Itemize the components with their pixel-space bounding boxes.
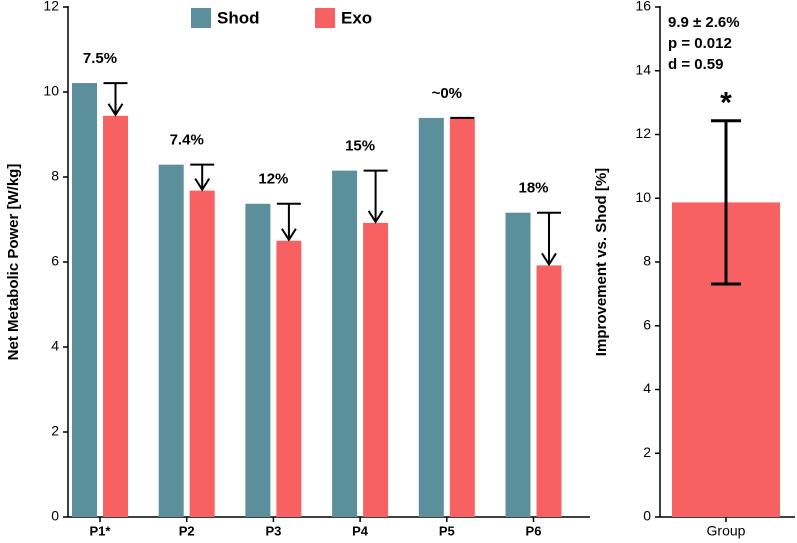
- bar: [332, 170, 358, 517]
- stats-annotation: 9.9 ± 2.6%: [668, 14, 740, 31]
- x-tick-label: P6: [526, 523, 542, 538]
- y-tick-label: 2: [643, 444, 651, 460]
- improvement-label: 7.4%: [170, 132, 204, 149]
- y-tick-label: 12: [635, 125, 651, 141]
- x-tick-label: Group: [707, 523, 746, 539]
- x-tick-label: P3: [265, 523, 281, 538]
- y-tick-label: 2: [51, 423, 59, 439]
- y-axis-label: Net Metabolic Power [W/kg]: [5, 164, 22, 361]
- y-axis-label: Improvement vs. Shod [%]: [593, 168, 610, 356]
- bar: [245, 203, 271, 517]
- bar: [505, 212, 531, 517]
- legend-swatch: [315, 8, 335, 28]
- bar: [189, 190, 215, 517]
- arrow-head: [107, 103, 124, 117]
- x-tick-label: P2: [179, 523, 195, 538]
- bar: [449, 118, 475, 517]
- improvement-label: 18%: [518, 180, 548, 197]
- y-tick-label: 8: [51, 168, 59, 184]
- x-tick-label: P1*: [90, 523, 112, 538]
- improvement-label: 12%: [258, 171, 288, 188]
- x-tick-label: P5: [439, 523, 455, 538]
- arrow-head: [194, 178, 211, 192]
- arrow-head: [367, 210, 384, 224]
- stats-annotation: p = 0.012: [668, 35, 732, 52]
- significance-marker: *: [720, 87, 732, 120]
- y-tick-label: 4: [643, 380, 651, 396]
- bar: [363, 222, 389, 517]
- y-tick-label: 8: [643, 253, 651, 269]
- legend-swatch: [191, 8, 211, 28]
- improvement-label: 15%: [345, 138, 375, 155]
- arrow-head: [541, 252, 557, 267]
- y-tick-label: 0: [51, 508, 59, 524]
- legend-label: Shod: [217, 8, 260, 27]
- bar: [72, 83, 97, 517]
- bar: [276, 240, 302, 517]
- legend-label: Exo: [341, 8, 372, 27]
- bar: [158, 164, 184, 518]
- y-tick-label: 10: [635, 189, 651, 205]
- y-tick-label: 10: [43, 83, 59, 99]
- stats-annotation: d = 0.59: [668, 56, 723, 73]
- improvement-label: 7.5%: [83, 50, 117, 67]
- y-tick-label: 14: [635, 61, 651, 77]
- y-tick-label: 4: [51, 338, 59, 354]
- y-tick-label: 6: [643, 316, 651, 332]
- bar: [418, 117, 444, 518]
- arrow-head: [281, 228, 297, 242]
- y-tick-label: 0: [643, 508, 651, 524]
- bar: [536, 265, 562, 517]
- bar: [103, 115, 128, 518]
- improvement-label: ~0%: [432, 85, 462, 102]
- y-tick-label: 12: [43, 0, 59, 14]
- x-tick-label: P4: [352, 523, 369, 538]
- y-tick-label: 6: [51, 253, 59, 269]
- y-tick-label: 16: [635, 0, 651, 14]
